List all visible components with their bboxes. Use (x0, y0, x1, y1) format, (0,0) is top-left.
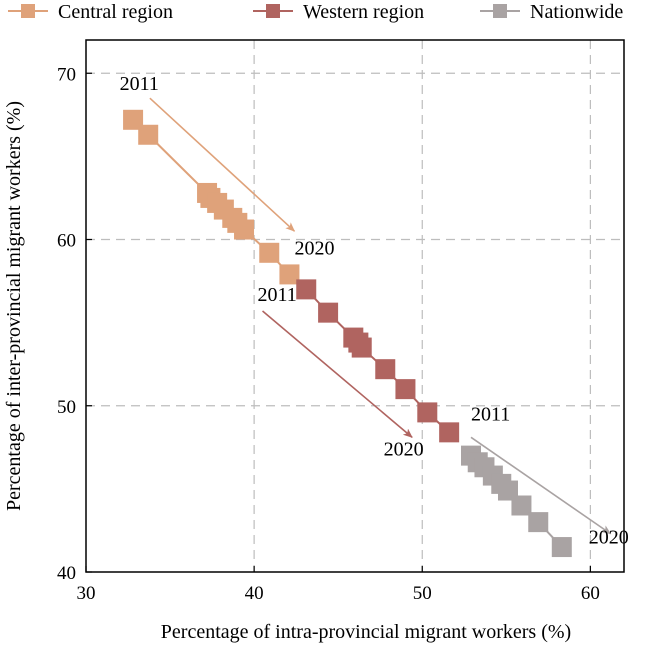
series-1 (296, 279, 460, 443)
x-tick-label: 30 (77, 583, 96, 604)
data-point (123, 109, 144, 130)
legend-swatch-marker (266, 4, 280, 18)
legend: Central region Western region Nationwide (8, 1, 623, 23)
y-tick-label: 50 (57, 397, 76, 418)
legend-label: Western region (303, 1, 424, 23)
x-tick-label: 50 (413, 583, 432, 604)
data-point (351, 337, 372, 358)
data-point (528, 512, 549, 533)
data-point (138, 124, 159, 145)
trend-arrow (470, 436, 612, 535)
data-point (375, 359, 396, 380)
data-point (234, 219, 255, 240)
data-point (439, 422, 460, 443)
trend-arrow (262, 310, 413, 438)
legend-label: Central region (58, 1, 173, 23)
legend-item: Nationwide (480, 1, 623, 23)
legend-swatch-marker (21, 4, 35, 18)
annotation-end-label: 2020 (294, 237, 334, 259)
data-point (395, 379, 416, 400)
data-point (417, 402, 438, 423)
annotation-start-label: 2011 (120, 73, 159, 95)
y-tick-label: 60 (57, 231, 76, 252)
trend-arrow (149, 97, 296, 232)
data-point (296, 279, 317, 300)
plot-frame (85, 39, 625, 573)
series-layer (123, 109, 572, 558)
data-point (511, 495, 532, 516)
x-tick-label: 60 (581, 583, 600, 604)
legend-label: Nationwide (530, 1, 623, 23)
data-point (279, 264, 300, 285)
data-point (551, 537, 572, 558)
legend-item: Western region (253, 1, 424, 23)
y-tick-label: 40 (57, 563, 76, 584)
annotation-layer: 2011 2020 2011 2020 2011 2020 (120, 73, 629, 549)
y-tick-label: 70 (57, 64, 76, 85)
annotation-end-label: 2020 (384, 439, 424, 461)
data-point (259, 242, 280, 263)
legend-item: Central region (8, 1, 173, 23)
annotation-start-label: 2011 (257, 284, 296, 306)
x-axis-title: Percentage of intra-provincial migrant w… (161, 621, 571, 643)
annotation-start-label: 2011 (471, 404, 510, 426)
annotation-end-label: 2020 (589, 527, 629, 549)
legend-swatch-marker (493, 4, 507, 18)
series-2 (461, 445, 572, 558)
y-axis-title: Percentage of inter-provincial migrant w… (3, 101, 25, 511)
grid-lines (86, 40, 624, 572)
x-tick-label: 40 (245, 583, 264, 604)
series-0 (123, 109, 300, 285)
data-point (318, 302, 339, 323)
